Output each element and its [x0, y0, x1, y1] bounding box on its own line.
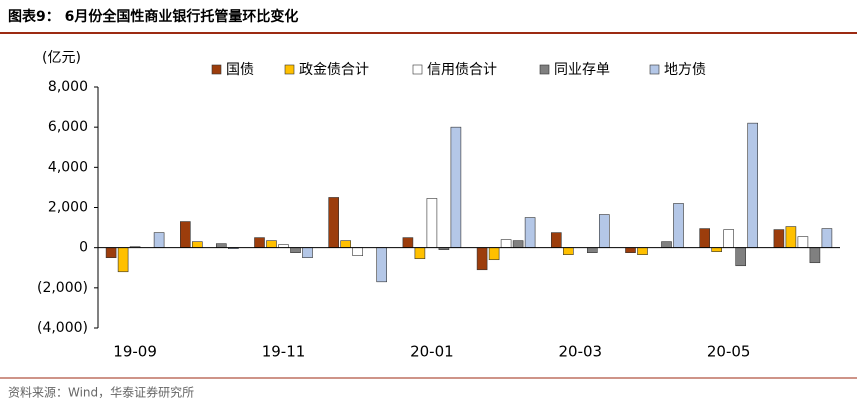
- bar: [562, 247, 574, 255]
- title: 图表9： 6月份全国性商业银行托管量环比变化: [8, 8, 298, 25]
- bar: [376, 247, 388, 283]
- legend-label: 国债: [226, 62, 254, 78]
- bar: [625, 247, 636, 253]
- bar: [216, 243, 227, 248]
- legend-label: 信用债合计: [427, 62, 497, 78]
- bar: [105, 247, 117, 259]
- y-tick-label: 8,000: [48, 79, 88, 95]
- y-tick-label: 0: [79, 240, 88, 256]
- bar: [328, 197, 340, 248]
- bar: [809, 247, 821, 264]
- legend-label: 地方债: [664, 62, 706, 78]
- y-tick-label: (2,000): [37, 280, 88, 296]
- bar: [711, 247, 723, 252]
- x-tick-label: 20-03: [559, 343, 603, 361]
- legend-swatch: [412, 64, 423, 75]
- bar: [637, 247, 648, 255]
- bar: [797, 236, 809, 248]
- bar: [598, 214, 610, 248]
- bar: [352, 247, 364, 257]
- legend-swatch: [539, 64, 550, 75]
- x-tick-label: 19-11: [262, 343, 306, 361]
- legend-swatch: [211, 64, 222, 75]
- y-tick-label: 2,000: [48, 200, 88, 216]
- source: 资料来源：Wind，华泰证券研究所: [8, 385, 194, 400]
- bar: [586, 247, 598, 253]
- bar: [476, 247, 488, 271]
- bar: [414, 247, 426, 260]
- bar: [661, 241, 672, 248]
- bar: [254, 237, 265, 248]
- legend-label: 同业存单: [554, 62, 610, 78]
- bar: [735, 247, 747, 267]
- bar: [192, 241, 203, 248]
- bar: [488, 247, 500, 261]
- bar: [450, 126, 462, 248]
- bar: [512, 240, 524, 248]
- bar: [266, 240, 277, 248]
- y-tick-label: 6,000: [48, 119, 88, 135]
- legend-label: 政金债合计: [299, 62, 369, 78]
- bar: [524, 217, 536, 248]
- bar: [500, 239, 512, 248]
- x-tick-label: 20-05: [707, 343, 751, 361]
- bar: [402, 237, 414, 248]
- x-tick-label: 20-01: [410, 343, 454, 361]
- bar: [340, 240, 352, 248]
- bar: [117, 247, 129, 273]
- y-tick-label: (4,000): [37, 320, 88, 336]
- bar: [699, 228, 711, 248]
- legend-swatch: [284, 64, 295, 75]
- y-tick-label: 4,000: [48, 159, 88, 175]
- bar: [673, 203, 684, 248]
- bar: [773, 229, 785, 248]
- bar: [302, 247, 313, 259]
- bar: [550, 232, 562, 248]
- bar: [426, 198, 438, 248]
- bar: [785, 226, 797, 248]
- unit-label: (亿元): [42, 50, 81, 66]
- bar: [747, 122, 759, 248]
- bar: [723, 229, 735, 248]
- legend-swatch: [649, 64, 660, 75]
- bar: [180, 221, 191, 248]
- x-tick-label: 19-09: [113, 343, 157, 361]
- bar: [821, 228, 833, 248]
- bar: [153, 232, 165, 248]
- bar: [290, 247, 301, 253]
